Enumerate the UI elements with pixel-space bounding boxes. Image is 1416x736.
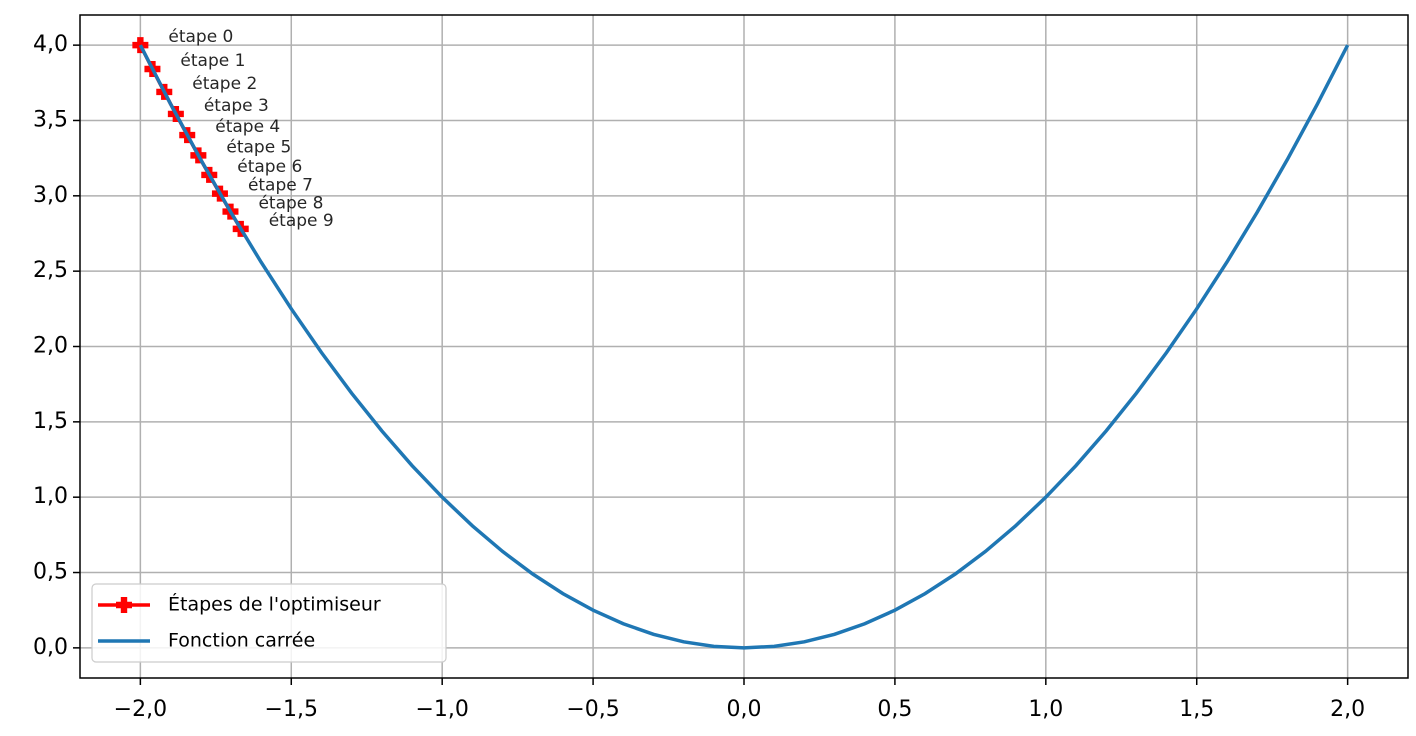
point-label: étape 1: [180, 51, 245, 71]
point-label: étape 0: [168, 27, 233, 47]
legend-label: Fonction carrée: [168, 630, 315, 652]
plot-frame: [79, 14, 1409, 679]
legend: Étapes de l'optimiseur Fonction carrée: [91, 583, 447, 663]
x-tick-label: −2,0: [114, 697, 167, 722]
legend-box: [91, 583, 447, 663]
x-tick-label: −0,5: [566, 697, 619, 722]
y-tick-label: 0,5: [33, 560, 68, 585]
point-label: étape 4: [215, 117, 280, 137]
y-tick-label: 3,0: [33, 183, 68, 208]
point-label: étape 9: [269, 211, 334, 231]
x-tick-label: −1,5: [265, 697, 318, 722]
y-tick-label: 3,5: [33, 107, 68, 132]
y-tick-label: 4,0: [33, 32, 68, 57]
point-label: étape 6: [237, 157, 302, 177]
y-tick-label: 1,0: [33, 484, 68, 509]
point-label: étape 8: [258, 194, 323, 214]
legend-marker: [116, 597, 132, 613]
x-tick-label: 0,5: [877, 697, 912, 722]
x-tick-label: 0,0: [727, 697, 762, 722]
y-tick-label: 2,5: [33, 258, 68, 283]
point-label: étape 2: [192, 74, 257, 94]
point-label: étape 3: [204, 96, 269, 116]
y-tick-label: 2,0: [33, 334, 68, 359]
x-tick-label: 1,5: [1179, 697, 1214, 722]
point-label: étape 7: [248, 176, 313, 196]
point-label: étape 5: [226, 137, 291, 157]
x-tick-label: −1,0: [415, 697, 468, 722]
legend-label: Étapes de l'optimiseur: [168, 593, 381, 616]
y-tick-label: 1,5: [33, 409, 68, 434]
series-line: [138, 44, 1350, 650]
x-tick-label: 2,0: [1330, 697, 1365, 722]
x-tick-label: 1,0: [1028, 697, 1063, 722]
y-tick-label: 0,0: [33, 635, 68, 660]
